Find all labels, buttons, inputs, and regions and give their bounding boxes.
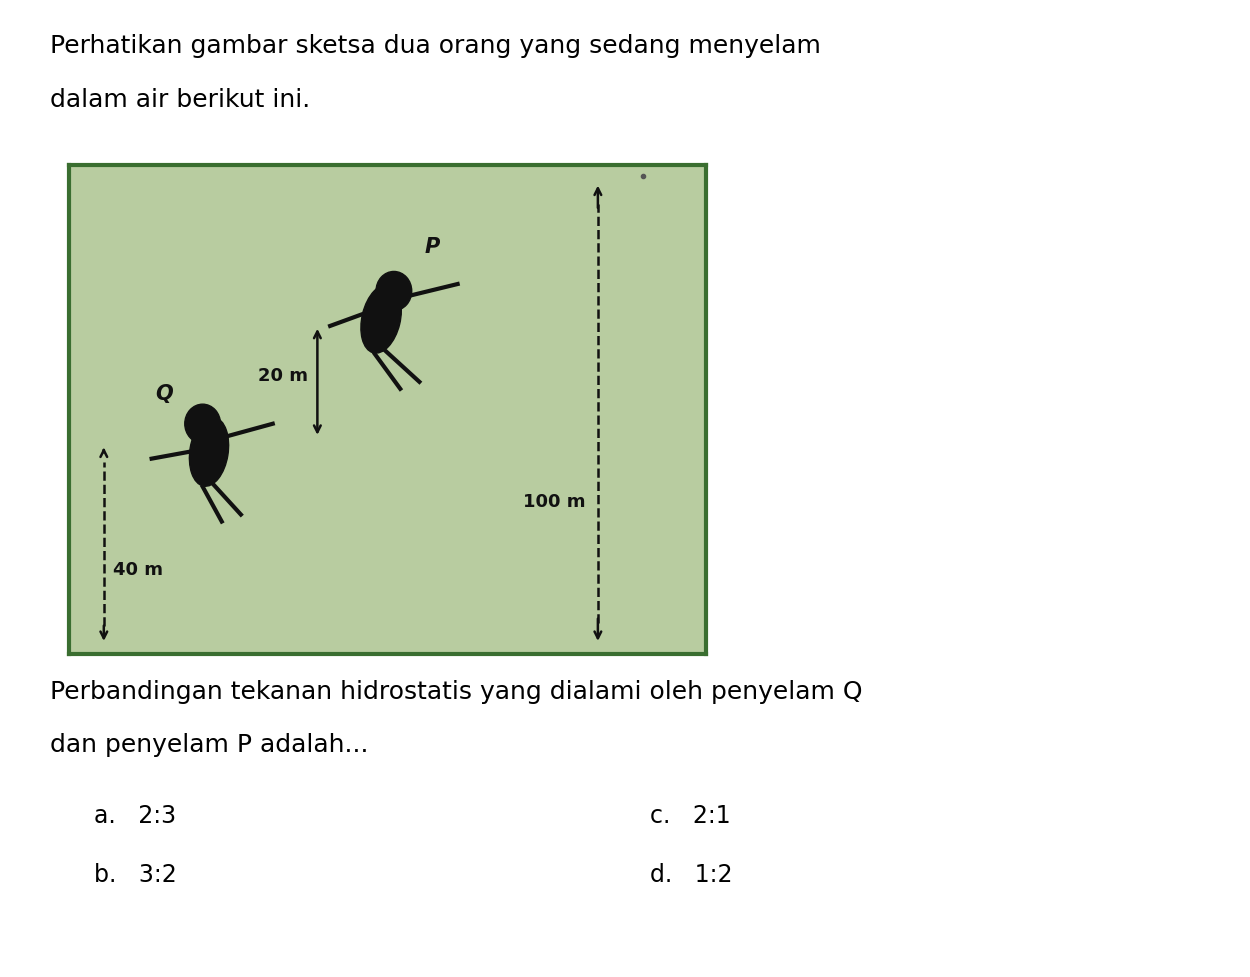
Text: P: P — [425, 236, 440, 257]
Text: dalam air berikut ini.: dalam air berikut ini. — [50, 88, 310, 112]
Text: d.   1:2: d. 1:2 — [650, 862, 732, 886]
Text: Perbandingan tekanan hidrostatis yang dialami oleh penyelam Q: Perbandingan tekanan hidrostatis yang di… — [50, 679, 862, 703]
Text: 100 m: 100 m — [522, 492, 585, 510]
Text: a.   2:3: a. 2:3 — [94, 803, 176, 828]
Text: dan penyelam P adalah...: dan penyelam P adalah... — [50, 733, 369, 757]
Text: Q: Q — [155, 383, 174, 404]
Ellipse shape — [189, 417, 229, 487]
Circle shape — [185, 404, 220, 444]
Text: c.   2:1: c. 2:1 — [650, 803, 730, 828]
Text: b.   3:2: b. 3:2 — [94, 862, 176, 886]
Ellipse shape — [361, 285, 401, 354]
Circle shape — [376, 273, 411, 312]
Text: Perhatikan gambar sketsa dua orang yang sedang menyelam: Perhatikan gambar sketsa dua orang yang … — [50, 34, 821, 59]
Text: 40 m: 40 m — [114, 560, 164, 578]
Text: 20 m: 20 m — [258, 366, 308, 384]
